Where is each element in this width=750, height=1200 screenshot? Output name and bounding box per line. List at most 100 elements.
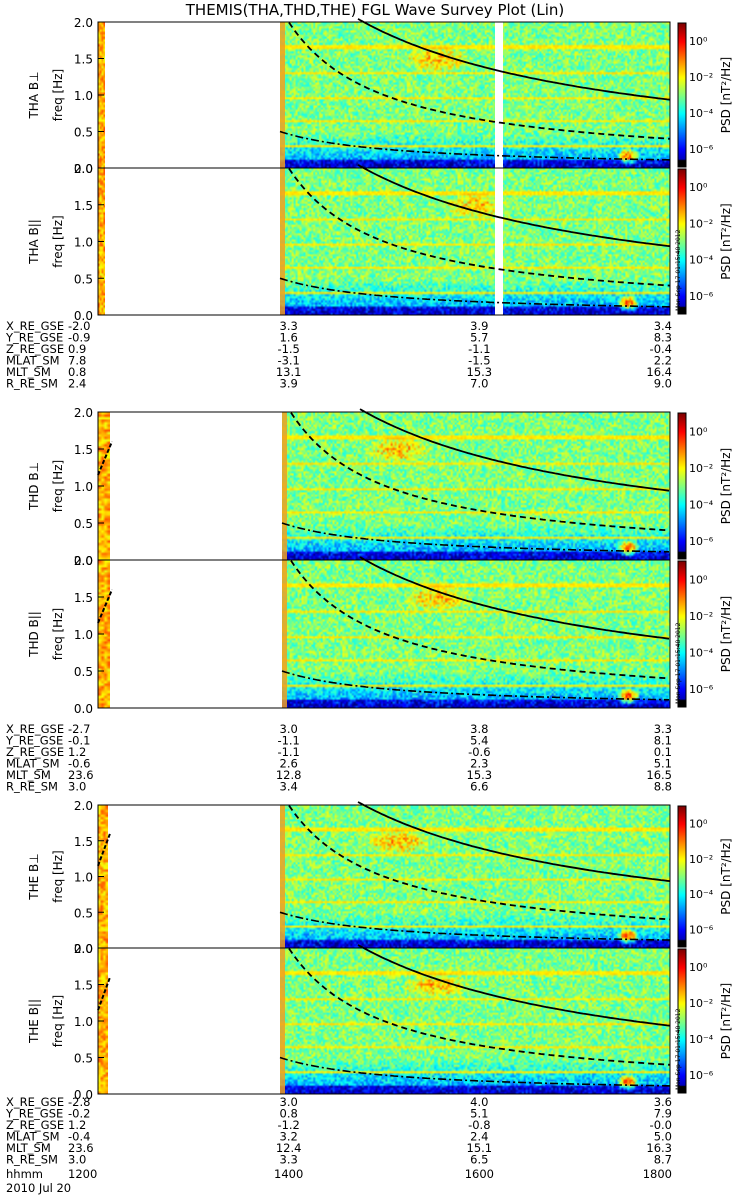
spectrogram-panel-thd-bperp: 2.0 1.5 1.0 0.5 0.0 THD B⊥ freq [Hz] 10⁰ 10⁻² 10⁻… xyxy=(27,406,733,568)
probe-group-the: 2.0 1.5 1.0 0.5 0.0 THE B⊥ freq [Hz] 10⁰ 10⁻² 10⁻… xyxy=(5,799,733,1167)
colorbar: 10⁰ 10⁻² 10⁻⁴ 10⁻⁶ PSD [nT²/Hz] xyxy=(677,412,733,560)
ephemeris-value: 5.1 xyxy=(654,757,672,771)
y-tick-label: 1.5 xyxy=(74,835,93,849)
ephemeris-value: 5.0 xyxy=(654,1130,672,1144)
ephemeris-label: X_RE_GSE xyxy=(6,1095,64,1109)
data-gap xyxy=(495,168,503,315)
y-tick-label: 0.0 xyxy=(74,162,93,176)
panel-ylabel-freq: freq [Hz] xyxy=(51,608,65,660)
y-tick-label: 1.0 xyxy=(74,89,93,103)
ephemeris-value: 23.6 xyxy=(68,1141,94,1155)
panel-ylabel: THA B⊥ xyxy=(27,71,41,119)
ephemeris-value: 3.0 xyxy=(280,1095,298,1109)
colorbar-label: PSD [nT²/Hz] xyxy=(719,57,733,133)
time-tick-label: 1600 xyxy=(465,1167,494,1181)
probe-group-thd: 2.0 1.5 1.0 0.5 0.0 THD B⊥ freq [Hz] 10⁰ 10⁻² 10⁻… xyxy=(5,406,733,794)
colorbar-image xyxy=(678,413,686,559)
ephemeris-value: -1.2 xyxy=(277,1118,299,1132)
ephemeris-value: 3.3 xyxy=(654,722,672,736)
colorbar-tick-label: 10⁻⁶ xyxy=(689,923,714,936)
data-start-edge xyxy=(282,560,287,708)
y-tick-label: 0.0 xyxy=(74,309,93,323)
spectrogram-image xyxy=(280,805,670,948)
colorbar-tick-label: 10⁻² xyxy=(689,71,713,84)
ephemeris-value: -3.1 xyxy=(277,354,299,368)
ephemeris-value: -0.2 xyxy=(68,1107,90,1121)
ephemeris-value: 3.0 xyxy=(68,1153,86,1167)
spectrogram-image xyxy=(280,168,670,315)
early-curve xyxy=(97,589,113,624)
colorbar-image xyxy=(678,806,686,947)
spectrogram-image xyxy=(280,948,670,1094)
ephemeris-value: -1.5 xyxy=(277,342,299,356)
ephemeris-value: 4.0 xyxy=(470,1095,488,1109)
data-start-edge xyxy=(280,168,285,315)
ephemeris-value: 16.5 xyxy=(646,768,672,782)
ephemeris-label: Y_RE_GSE xyxy=(5,734,63,748)
y-tick-label: 1.0 xyxy=(74,871,93,885)
colorbar-label: PSD [nT²/Hz] xyxy=(719,448,733,524)
colorbar-frame xyxy=(677,805,687,948)
ephemeris-label: Z_RE_GSE xyxy=(6,745,64,759)
ephemeris-value: 2.6 xyxy=(280,757,298,771)
y-tick-label: 1.5 xyxy=(74,443,93,457)
ephemeris-label: R_RE_SM xyxy=(6,377,58,391)
colorbar-tick-label: 10⁰ xyxy=(689,181,708,194)
ephemeris-value: 7.9 xyxy=(654,1107,672,1121)
colorbar-tick-label: 10⁰ xyxy=(689,961,708,974)
fc-dashed-curve xyxy=(288,21,671,140)
colorbar-tick-label: 10⁻⁴ xyxy=(689,888,714,901)
data-start-edge xyxy=(282,412,287,560)
ephemeris-value: -1.1 xyxy=(468,342,490,356)
colorbar-frame xyxy=(677,412,687,560)
ephemeris-value: 12.8 xyxy=(276,768,302,782)
ephemeris-value: 0.9 xyxy=(68,342,86,356)
fc-dotdash-curve xyxy=(281,670,670,701)
colorbar-tick-label: 10⁻⁶ xyxy=(689,143,714,156)
colorbar-label: PSD [nT²/Hz] xyxy=(719,983,733,1059)
colorbar-tick-label: 10⁰ xyxy=(689,573,708,586)
ephemeris-label: Y_RE_GSE xyxy=(5,331,63,345)
spectrogram-image xyxy=(282,412,670,560)
data-start-edge xyxy=(280,948,285,1094)
colorbar-tick-label: 10⁻⁴ xyxy=(689,254,714,267)
ephemeris-value: 15.3 xyxy=(467,365,493,379)
panel-ylabel: THD B|| xyxy=(27,611,41,658)
ephemeris-table-thd: X_RE_GSE -2.7 3.0 3.8 3.3 Y_RE_GSE -0.1 -1.1 5.4… xyxy=(5,722,672,794)
fc-dotdash-curve xyxy=(279,130,671,161)
ephemeris-value: 8.1 xyxy=(654,734,672,748)
panel-ylabel: THE B⊥ xyxy=(27,853,41,900)
ephemeris-value: 3.6 xyxy=(654,1095,672,1109)
y-tick-label: 1.5 xyxy=(74,199,93,213)
colorbar-frame xyxy=(677,948,687,1094)
ephemeris-value: -2.8 xyxy=(68,1095,90,1109)
ephemeris-value: 1.2 xyxy=(68,1118,86,1132)
colorbar-tick-label: 10⁻⁴ xyxy=(689,107,714,120)
colorbar: 10⁰ 10⁻² 10⁻⁴ 10⁻⁶ PSD [nT²/Hz] xyxy=(677,948,733,1094)
ephemeris-value: 9.0 xyxy=(654,377,672,391)
early-curve xyxy=(97,441,113,476)
ephemeris-value: 3.3 xyxy=(280,319,298,333)
ephemeris-value: -2.7 xyxy=(68,722,90,736)
ephemeris-value: 0.1 xyxy=(654,745,672,759)
fc-solid-curve xyxy=(357,944,671,1027)
ephemeris-label: MLT_SM xyxy=(6,365,51,379)
panel-ylabel-freq: freq [Hz] xyxy=(51,850,65,902)
colorbar-image xyxy=(678,949,686,1093)
fc-solid-curve xyxy=(359,556,670,640)
colorbar: 10⁰ 10⁻² 10⁻⁴ 10⁻⁶ PSD [nT²/Hz] xyxy=(677,168,733,315)
ephemeris-value: -1.1 xyxy=(277,745,299,759)
ephemeris-value: 8.3 xyxy=(654,331,672,345)
fc-dotdash-curve xyxy=(279,911,671,941)
data-start-edge xyxy=(280,805,285,948)
ephemeris-value: 3.4 xyxy=(654,319,672,333)
ephemeris-value: 2.3 xyxy=(470,757,488,771)
ephemeris-label: X_RE_GSE xyxy=(6,722,64,736)
ephemeris-value: 13.1 xyxy=(276,365,302,379)
ephemeris-value: 15.1 xyxy=(467,1141,493,1155)
ephemeris-label: X_RE_GSE xyxy=(6,319,64,333)
ephemeris-value: 7.0 xyxy=(470,377,488,391)
colorbar-frame xyxy=(677,168,687,315)
ephemeris-value: -0.6 xyxy=(468,745,490,759)
